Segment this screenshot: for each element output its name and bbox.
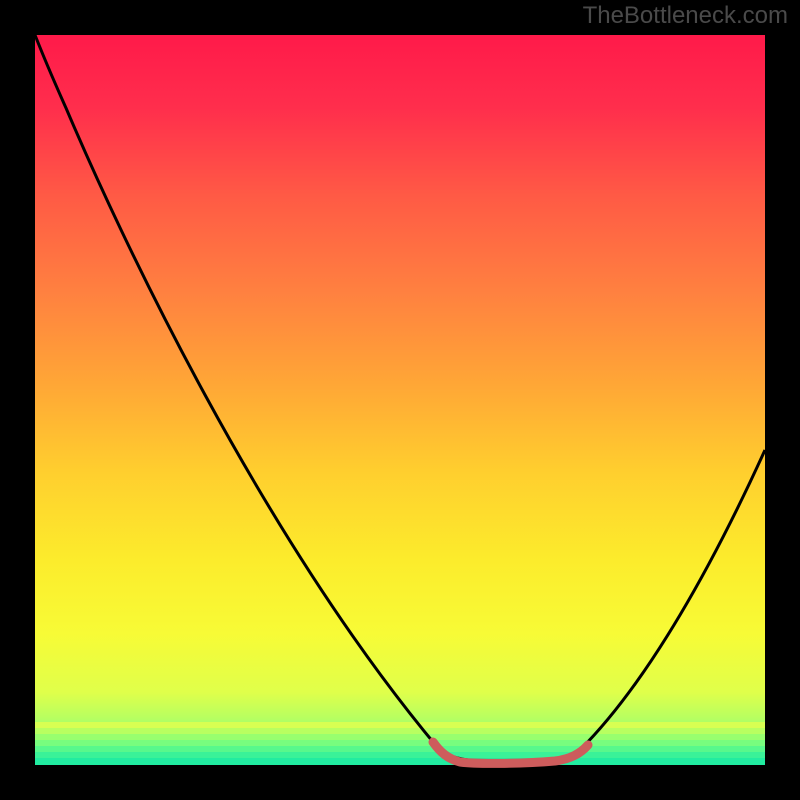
green-band xyxy=(35,752,765,759)
green-band xyxy=(35,746,765,753)
bottleneck-chart xyxy=(0,0,800,800)
green-band-group xyxy=(35,722,765,765)
chart-container: TheBottleneck.com xyxy=(0,0,800,800)
green-band xyxy=(35,758,765,765)
green-band xyxy=(35,740,765,747)
green-band xyxy=(35,734,765,741)
green-band xyxy=(35,722,765,729)
watermark-text: TheBottleneck.com xyxy=(583,2,788,30)
green-band xyxy=(35,728,765,735)
